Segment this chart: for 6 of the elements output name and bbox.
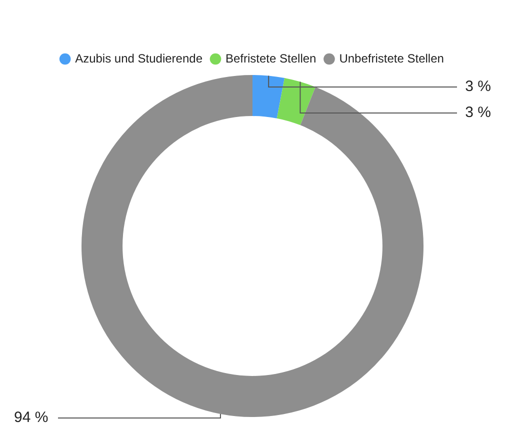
legend-label: Unbefristete Stellen <box>339 51 444 66</box>
data-label: 3 % <box>465 104 491 122</box>
legend-label: Befristete Stellen <box>225 51 316 66</box>
legend-label: Azubis und Studierende <box>75 51 203 66</box>
data-label: 3 % <box>465 78 491 96</box>
data-label: 94 % <box>14 409 48 426</box>
